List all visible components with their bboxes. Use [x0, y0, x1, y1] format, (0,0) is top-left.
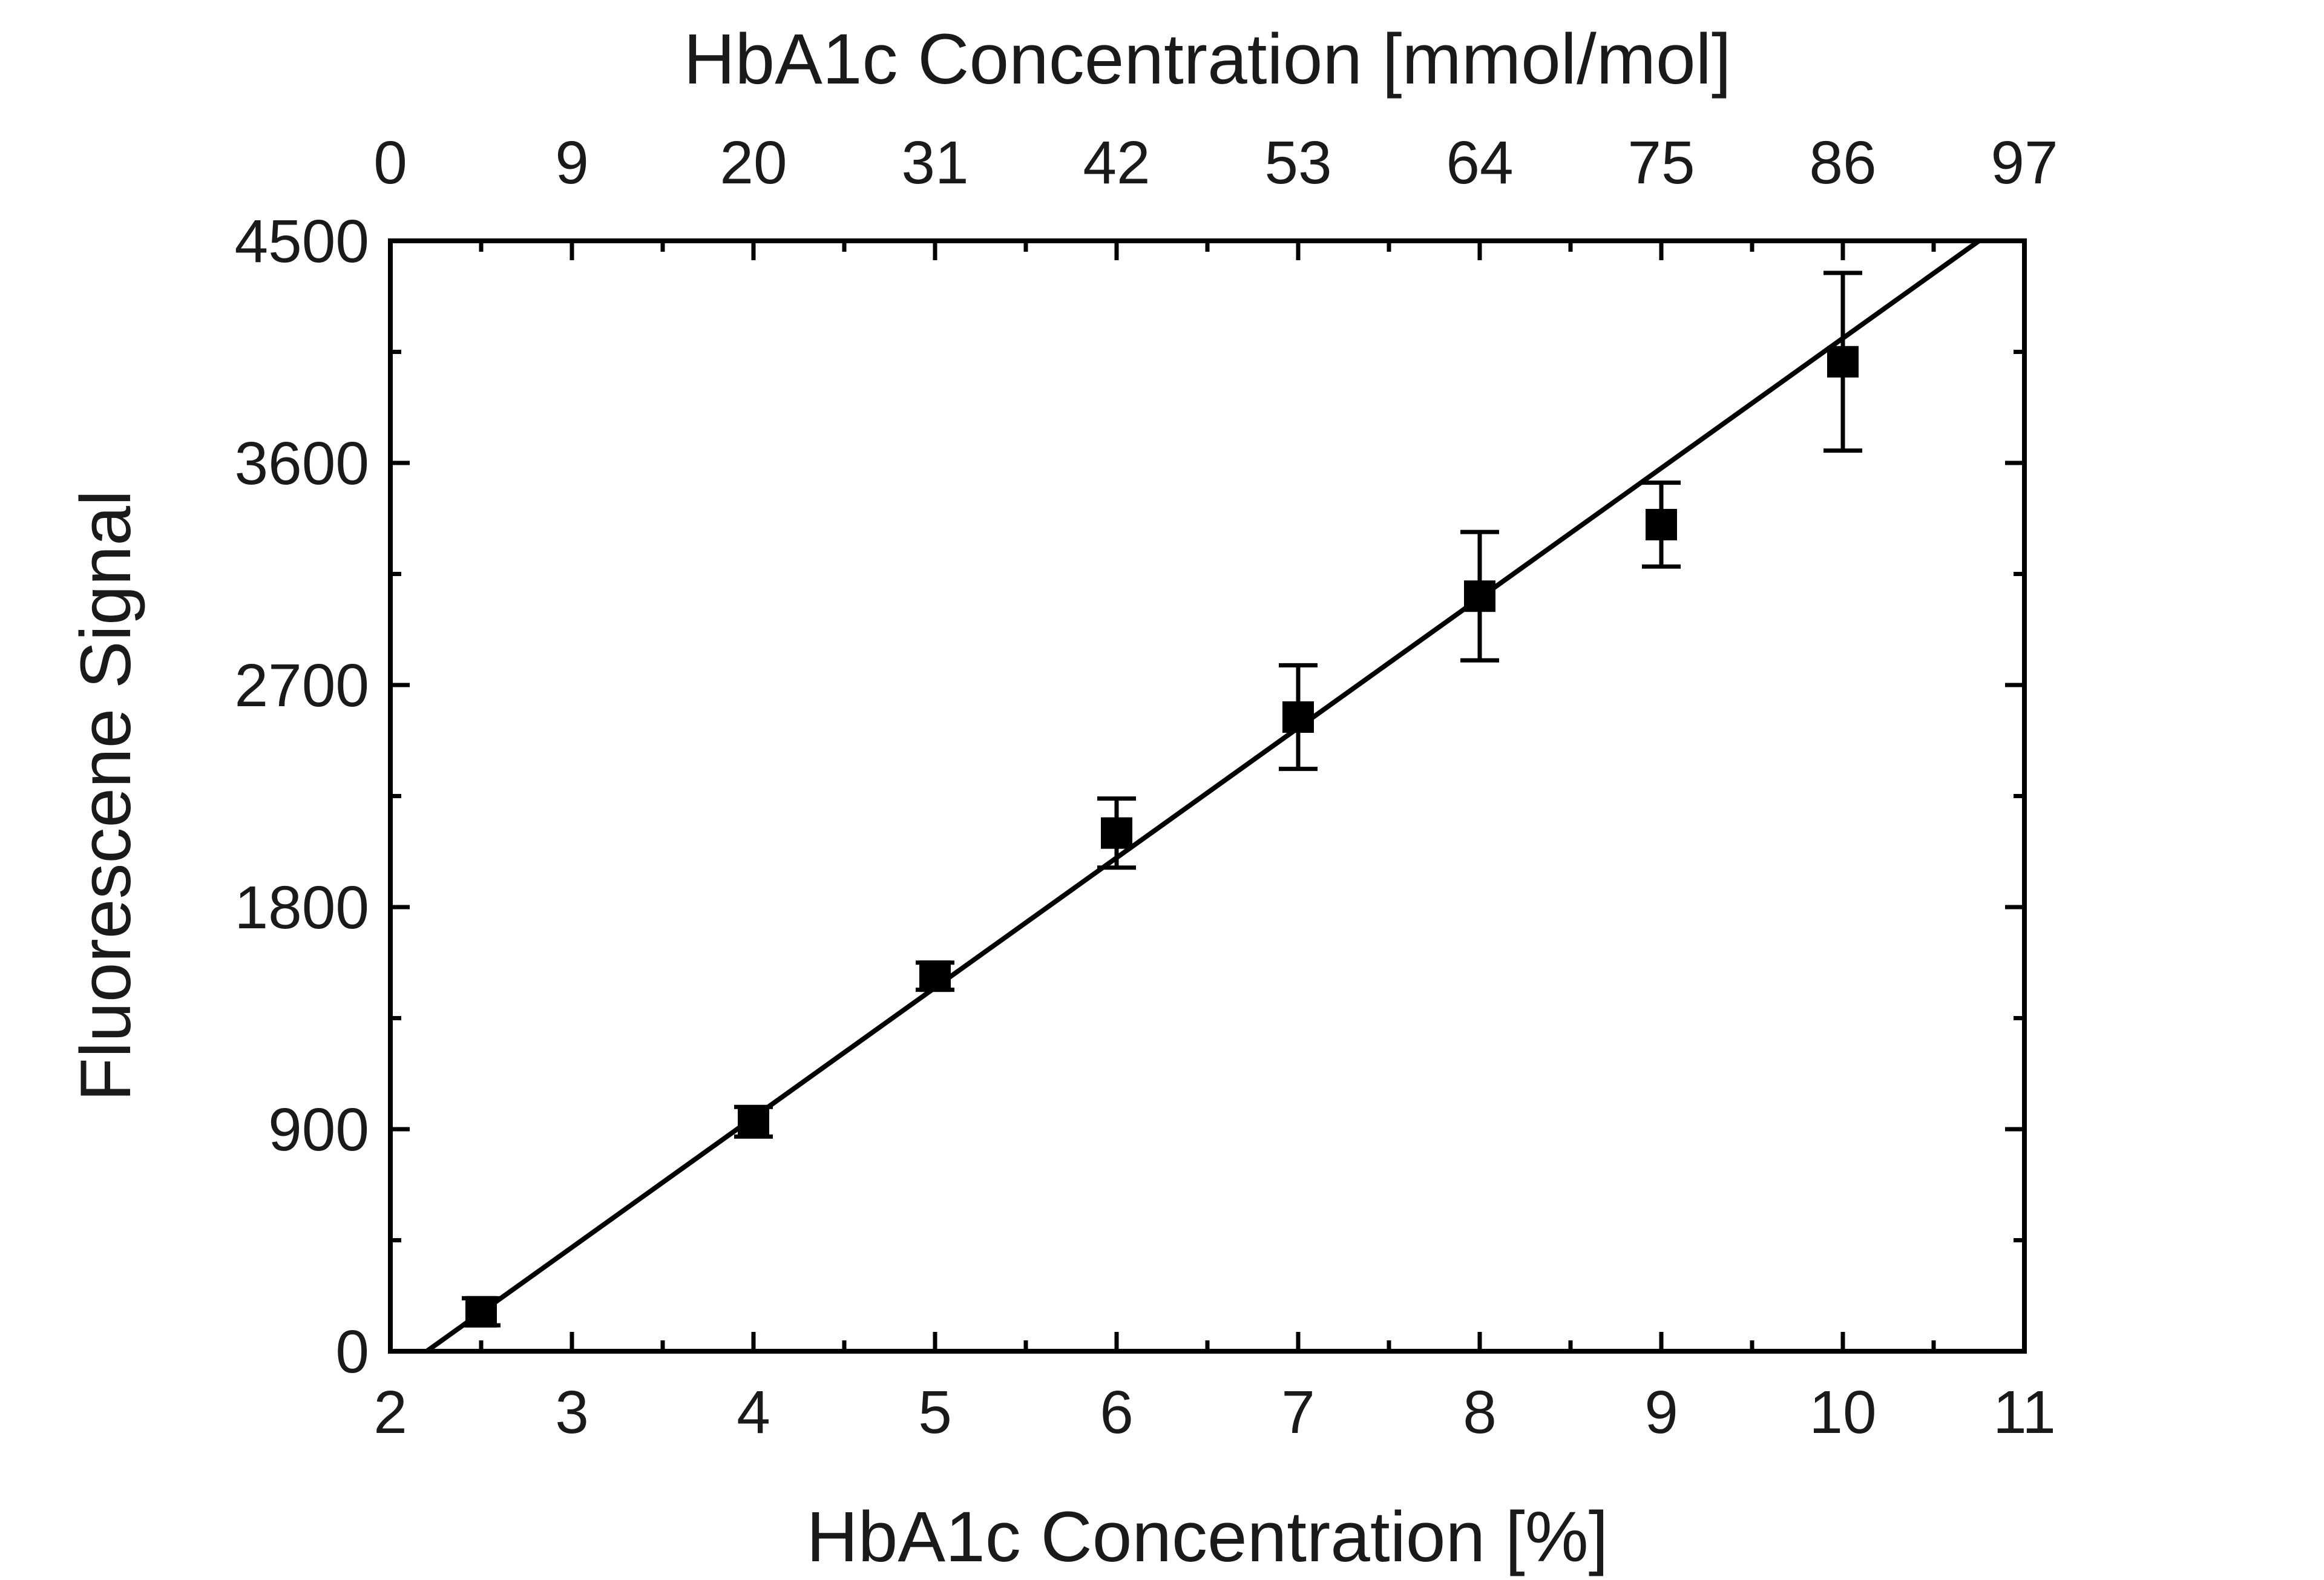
x2-tick-label: 42 [1083, 129, 1150, 197]
x2-tick-label: 64 [1446, 129, 1513, 197]
data-point [1827, 346, 1859, 378]
x2-tick-label: 20 [720, 129, 787, 197]
x2-tick-label: 97 [1991, 129, 2058, 197]
x-tick-label: 5 [918, 1378, 952, 1446]
data-point [919, 960, 951, 992]
x2-tick-label: 75 [1627, 129, 1695, 197]
x-axis-title: HbA1c Concentration [%] [807, 1497, 1609, 1577]
y-tick-label: 0 [335, 1318, 369, 1386]
x2-tick-label: 53 [1264, 129, 1331, 197]
x-tick-label: 2 [373, 1378, 407, 1446]
x-tick-label: 6 [1100, 1378, 1134, 1446]
tick-labels: 2039420531642753864975108611970900180027… [235, 129, 2058, 1446]
data-points [462, 270, 1862, 1328]
y-tick-label: 1800 [235, 874, 369, 942]
x-tick-label: 7 [1281, 1378, 1315, 1446]
x-tick-label: 8 [1463, 1378, 1497, 1446]
y-tick-label: 4500 [235, 208, 369, 275]
x2-tick-label: 86 [1809, 129, 1876, 197]
x-tick-label: 4 [737, 1378, 770, 1446]
data-point [1464, 580, 1495, 612]
y-tick-label: 900 [268, 1096, 369, 1164]
x2-tick-label: 31 [901, 129, 968, 197]
x-tick-label: 9 [1644, 1378, 1678, 1446]
x-tick-label: 10 [1809, 1378, 1876, 1446]
data-point [738, 1106, 769, 1138]
data-point [1101, 817, 1132, 849]
fit-line [425, 238, 1981, 1354]
fit-line-group [425, 238, 1981, 1354]
x2-tick-label: 9 [555, 129, 589, 197]
data-point [1282, 701, 1314, 733]
tick-marks [388, 238, 2027, 1354]
data-point [1646, 508, 1677, 540]
y-tick-label: 3600 [235, 430, 369, 497]
x-tick-label: 3 [555, 1378, 589, 1446]
data-point [465, 1296, 497, 1328]
x2-axis-title: HbA1c Concentration [mmol/mol] [683, 19, 1731, 99]
x2-tick-label: 0 [373, 129, 407, 197]
y-axis-title: Fluorescene Signal [66, 490, 146, 1101]
x-tick-label: 11 [1993, 1378, 2056, 1446]
plot-frame [388, 238, 2027, 1354]
y-tick-label: 2700 [235, 652, 369, 720]
